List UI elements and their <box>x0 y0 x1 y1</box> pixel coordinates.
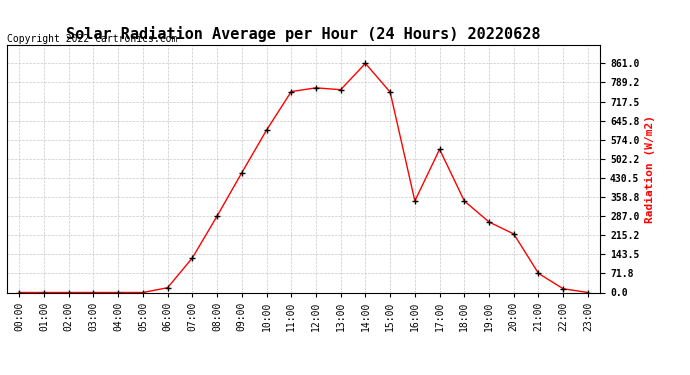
Y-axis label: Radiation (W/m2): Radiation (W/m2) <box>645 115 655 223</box>
Text: Copyright 2022 Cartronics.com: Copyright 2022 Cartronics.com <box>7 34 177 44</box>
Title: Solar Radiation Average per Hour (24 Hours) 20220628: Solar Radiation Average per Hour (24 Hou… <box>66 27 541 42</box>
